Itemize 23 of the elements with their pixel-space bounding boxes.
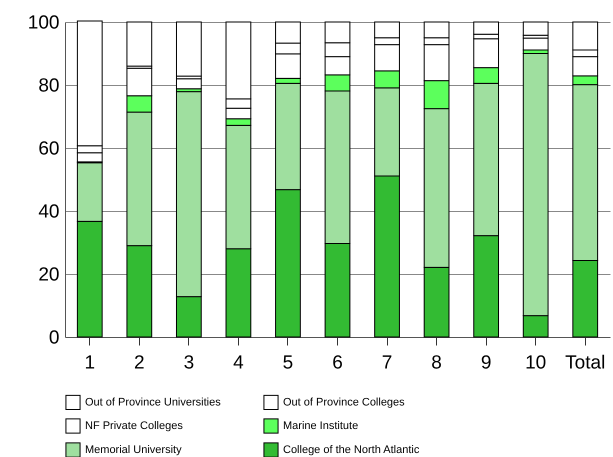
legend-label: Memorial University bbox=[85, 444, 182, 456]
x-tick-label: 3 bbox=[184, 352, 194, 374]
legend-label: Out of Province Universities bbox=[85, 396, 222, 408]
x-tick-label: 10 bbox=[525, 352, 546, 374]
y-tick-label: 60 bbox=[38, 138, 60, 160]
x-tick-label: Total bbox=[565, 352, 606, 374]
x-tick-label: 4 bbox=[233, 352, 244, 374]
y-tick-label: 40 bbox=[38, 202, 60, 222]
x-tick-label: 5 bbox=[282, 352, 294, 374]
legend-label: Out of Province Colleges bbox=[283, 396, 406, 408]
x-tick-label: 6 bbox=[332, 352, 343, 374]
x-tick-label: 1 bbox=[84, 352, 96, 374]
x-tick-label: 2 bbox=[134, 352, 145, 374]
legend-label: Marine Institute bbox=[283, 420, 358, 432]
legend-label: NF Private Colleges bbox=[85, 420, 184, 432]
legend-label: College of the North Atlantic bbox=[283, 444, 420, 456]
x-tick-label: 9 bbox=[480, 352, 492, 374]
x-tick-label: 7 bbox=[382, 352, 392, 374]
y-tick-label: 100 bbox=[28, 12, 60, 34]
x-tick-label: 8 bbox=[431, 352, 442, 374]
y-tick-label: 20 bbox=[38, 264, 60, 286]
y-tick-label: 0 bbox=[48, 328, 60, 348]
y-tick-label: 80 bbox=[38, 76, 60, 96]
